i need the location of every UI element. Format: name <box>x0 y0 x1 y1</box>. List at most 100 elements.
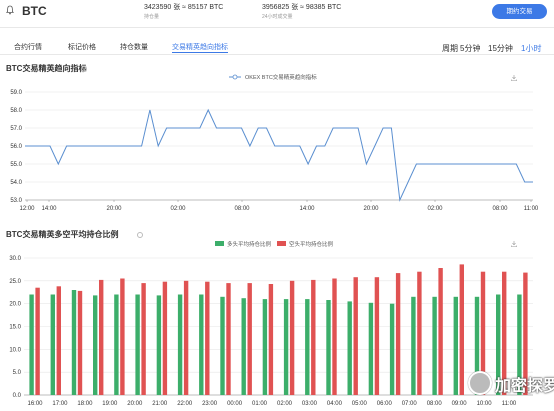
x-tick-label: 19:00 <box>102 401 118 407</box>
short-bar <box>523 272 528 395</box>
long-bar <box>368 302 374 395</box>
long-bar <box>411 296 416 395</box>
long-bar <box>517 294 522 395</box>
short-bar <box>120 278 125 395</box>
y-tick-label: 56.0 <box>10 144 22 150</box>
legend-label: 空头平均持仓比例 <box>289 240 334 248</box>
y-tick-label: 54.0 <box>10 180 22 186</box>
long-bar <box>241 298 246 395</box>
x-tick-label: 05:00 <box>352 401 368 407</box>
x-tick-label: 08:00 <box>234 206 250 212</box>
header-divider <box>0 27 554 28</box>
x-tick-label: 07:00 <box>402 401 418 407</box>
long-bar <box>135 294 140 395</box>
y-tick-label: 59.0 <box>10 90 22 96</box>
x-tick-label: 22:00 <box>177 401 193 407</box>
watermark: 加密探罗 <box>495 378 554 395</box>
long-bar <box>474 296 480 395</box>
open-interest-value: 3423590 张 ≈ 85157 BTC <box>144 4 224 11</box>
y-tick-label: 10.0 <box>9 347 21 353</box>
period-5min[interactable]: 5分钟 <box>460 44 481 53</box>
x-tick-label: 09:00 <box>452 401 468 407</box>
short-bar <box>268 284 274 395</box>
short-bar <box>374 277 380 395</box>
info-icon[interactable] <box>81 66 87 72</box>
short-bar <box>289 280 295 395</box>
x-tick-label: 02:00 <box>427 206 443 212</box>
long-bar <box>326 300 331 395</box>
active-tab-underline <box>172 52 228 53</box>
long-bar <box>156 295 162 395</box>
y-tick-label: 53.0 <box>10 198 22 204</box>
tab-positions[interactable]: 持仓数量 <box>120 44 148 51</box>
x-tick-label: 03:00 <box>302 401 318 407</box>
download-icon[interactable] <box>511 241 517 247</box>
short-bar <box>395 273 401 395</box>
x-tick-label: 20:00 <box>106 206 122 212</box>
short-bar <box>77 290 83 395</box>
top-header: BTC 3423590 张 ≈ 85157 BTC 持仓量 3956825 张 … <box>0 0 554 26</box>
legend-label: 多头平均持仓比例 <box>227 240 272 248</box>
short-bar <box>56 286 61 395</box>
trend-line-chart: 53.0 54.0 55.0 56.0 57.0 58.0 59.0 12:00 14:00 20… <box>10 73 539 212</box>
download-icon[interactable] <box>511 75 517 81</box>
short-bar <box>226 283 231 395</box>
legend-swatch-short <box>277 241 286 246</box>
x-tick-label: 08:00 <box>427 401 443 407</box>
long-bar <box>347 301 352 395</box>
tab-mark-price[interactable]: 标记价格 <box>68 44 96 51</box>
short-bar <box>183 280 189 395</box>
x-tick-label: 23:00 <box>202 401 218 407</box>
trend-line <box>25 108 533 202</box>
short-bar <box>162 281 168 395</box>
volume-stat: 3956825 张 ≈ 98385 BTC 24小时成交量 <box>262 2 341 20</box>
long-bar <box>50 294 55 395</box>
short-bar <box>247 283 252 395</box>
tab-elite-trend[interactable]: 交易精英趋向指标 <box>172 44 228 51</box>
info-icon[interactable] <box>137 232 143 238</box>
x-tick-label: 11:00 <box>524 206 539 212</box>
short-bar <box>332 278 337 395</box>
short-bar <box>353 277 358 395</box>
short-bar <box>502 271 507 395</box>
y-tick-label: 57.0 <box>10 126 22 132</box>
x-tick-label: 02:00 <box>277 401 293 407</box>
x-tick-label: 08:00 <box>492 206 508 212</box>
y-tick-label: 25.0 <box>9 279 21 285</box>
trade-button[interactable]: 期约交易 <box>492 4 547 19</box>
y-tick-label: 55.0 <box>10 162 22 168</box>
x-tick-label: 04:00 <box>327 401 343 407</box>
long-bar <box>305 299 310 395</box>
open-interest-stat: 3423590 张 ≈ 85157 BTC 持仓量 <box>144 2 223 20</box>
short-bar <box>311 279 316 395</box>
chart2-title: BTC交易精英多空平均持仓比例 <box>6 230 119 239</box>
coin-name: BTC <box>22 4 47 18</box>
legend-marker <box>232 74 238 80</box>
y-tick-label: 58.0 <box>10 108 22 114</box>
x-tick-label: 21:00 <box>152 401 168 407</box>
volume-label: 24小时成交量 <box>262 14 293 20</box>
short-bar <box>205 281 210 395</box>
x-tick-label: 00:00 <box>227 401 243 407</box>
short-bar <box>480 271 486 395</box>
long-bar <box>71 290 77 395</box>
long-bar <box>93 295 98 395</box>
short-bar <box>35 287 40 395</box>
x-tick-label: 11:00 <box>502 401 517 407</box>
period-1hour[interactable]: 1小时 <box>521 44 542 53</box>
x-tick-label: 16:00 <box>27 401 43 407</box>
y-tick-label: 5.0 <box>13 370 22 376</box>
tab-market[interactable]: 合约行情 <box>14 44 42 51</box>
x-tick-label: 20:00 <box>127 401 143 407</box>
legend-label: OKEX BTC交易精英趋向指标 <box>245 73 317 81</box>
volume-value: 3956825 张 ≈ 98385 BTC <box>262 4 342 11</box>
x-tick-label: 12:00 <box>19 206 35 212</box>
short-bar <box>459 264 464 395</box>
long-bar <box>29 294 34 395</box>
chart1-title: BTC交易精英趋向指标 <box>6 64 87 73</box>
period-15min[interactable]: 15分钟 <box>488 44 513 53</box>
bell-icon[interactable] <box>6 5 14 15</box>
long-bar <box>177 294 183 395</box>
x-tick-label: 06:00 <box>377 401 393 407</box>
short-bar <box>438 268 443 395</box>
